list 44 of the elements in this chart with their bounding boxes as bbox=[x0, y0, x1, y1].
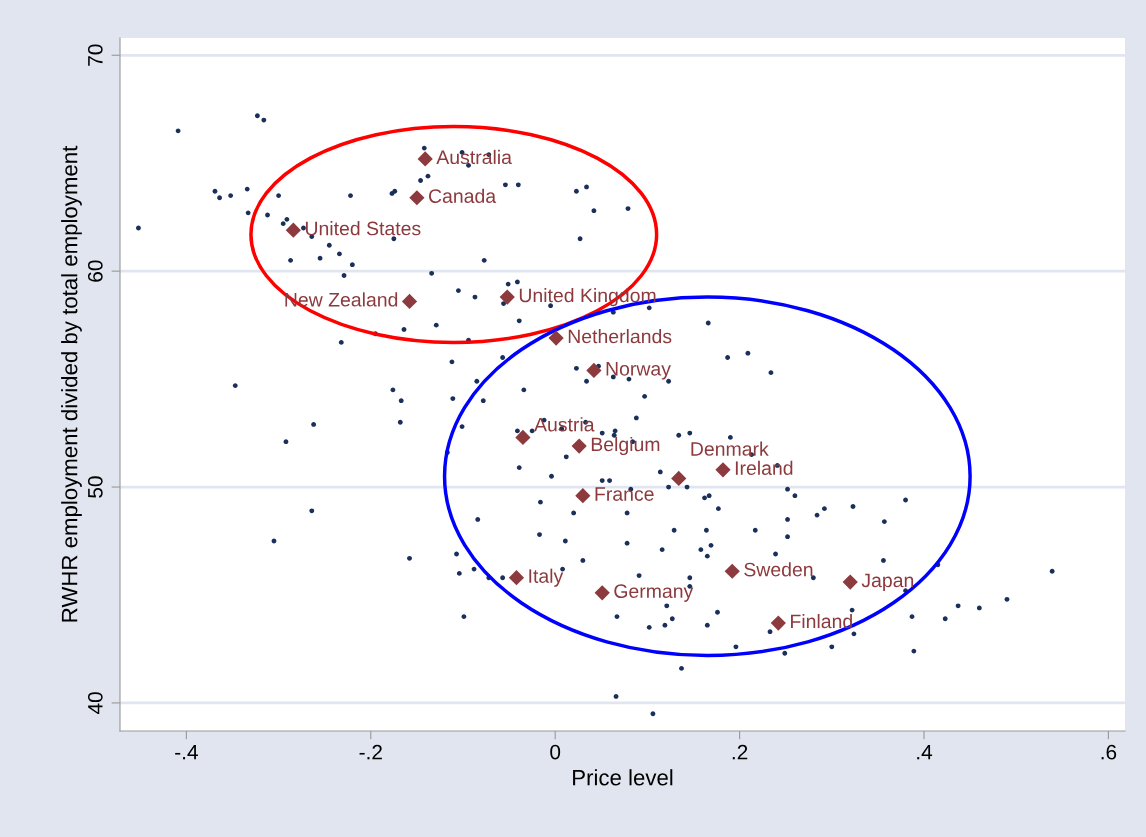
x-axis-title: Price level bbox=[573, 769, 673, 786]
point bbox=[671, 470, 687, 487]
point bbox=[499, 289, 515, 305]
point bbox=[285, 222, 301, 238]
x-tick-label: -.4 bbox=[175, 744, 198, 760]
annotation: Sweden bbox=[744, 562, 813, 577]
point bbox=[575, 488, 591, 504]
annotation: Canada bbox=[428, 188, 497, 203]
point bbox=[548, 330, 564, 346]
annotation: Austria bbox=[534, 417, 595, 432]
x-tick-label: .2 bbox=[732, 744, 748, 760]
point bbox=[724, 563, 740, 579]
annotation: Denmark bbox=[691, 441, 769, 456]
point bbox=[417, 151, 433, 167]
x-tick-label: -.2 bbox=[359, 744, 382, 760]
annotation: Italy bbox=[529, 568, 564, 587]
y-axis-title: RWHR employment divided by total employment bbox=[61, 145, 82, 622]
y-tick-label: 60 bbox=[87, 260, 103, 282]
y-tick-label: 50 bbox=[87, 476, 103, 498]
annotation: France bbox=[595, 487, 654, 501]
point bbox=[715, 462, 731, 478]
point bbox=[401, 293, 418, 309]
point bbox=[586, 362, 602, 379]
annotation: Australia bbox=[436, 149, 512, 165]
point bbox=[508, 570, 525, 586]
x-tick-label: .4 bbox=[917, 744, 933, 760]
annotation: Norway bbox=[606, 362, 671, 380]
annotation: Ireland bbox=[735, 460, 793, 475]
annotation: Germany bbox=[614, 584, 694, 602]
point bbox=[515, 429, 531, 445]
point bbox=[770, 615, 786, 631]
y-tick-label: 40 bbox=[87, 692, 103, 715]
annotation: Japan bbox=[861, 573, 914, 592]
annotation: Finland bbox=[791, 613, 852, 629]
x-tick-label: 0 bbox=[550, 744, 561, 760]
point bbox=[842, 574, 858, 590]
point bbox=[571, 438, 587, 454]
x-tick-label: .6 bbox=[1101, 744, 1117, 760]
annotation: Belgium bbox=[591, 436, 660, 456]
annotation: Netherlands bbox=[568, 329, 672, 344]
y-tick-label: 70 bbox=[87, 44, 103, 66]
point bbox=[409, 190, 425, 206]
annotation: United States bbox=[305, 221, 421, 236]
point bbox=[594, 585, 610, 601]
